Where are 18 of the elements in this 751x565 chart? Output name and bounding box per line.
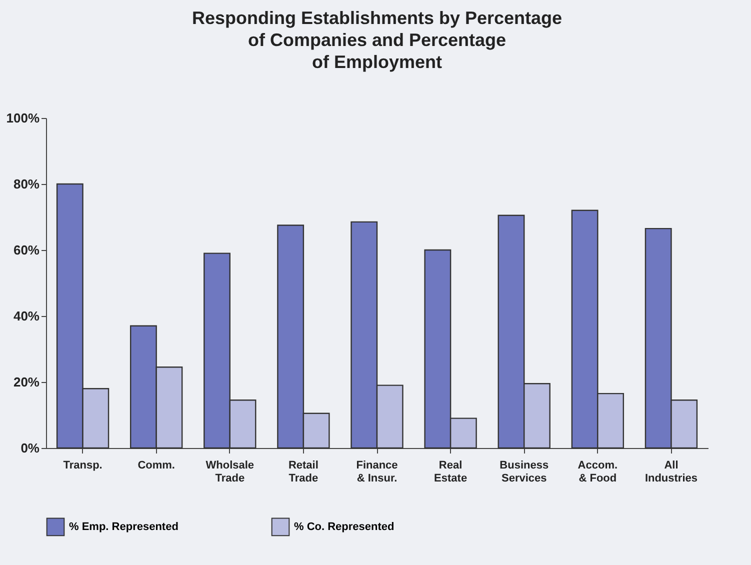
y-tick-label: 100% (6, 110, 40, 126)
x-tick-label: Wholsale Trade (206, 460, 254, 484)
x-tick-label: Finance & Insur. (356, 460, 398, 484)
chart-title: Responding Establishments by Percentage of Companies and Percentage of Employment (192, 8, 562, 72)
legend-label: % Co. Represented (294, 520, 394, 533)
y-tick-label: 20% (13, 374, 40, 390)
x-tick-label: All Industries (644, 460, 698, 484)
x-tick-label: Comm. (138, 460, 175, 472)
y-tick-label: 40% (13, 308, 40, 324)
x-tick-label: Business Services (500, 460, 549, 484)
legend-label: % Emp. Represented (69, 520, 178, 533)
y-tick-label: 60% (13, 242, 40, 258)
y-tick-label: 0% (20, 440, 40, 456)
x-tick-label: Real Estate (434, 460, 468, 484)
y-tick-label: 80% (13, 176, 40, 192)
x-tick-label: Accom. & Food (578, 460, 618, 484)
x-tick-label: Transp. (63, 460, 102, 472)
x-tick-label: Retail Trade (288, 460, 318, 484)
